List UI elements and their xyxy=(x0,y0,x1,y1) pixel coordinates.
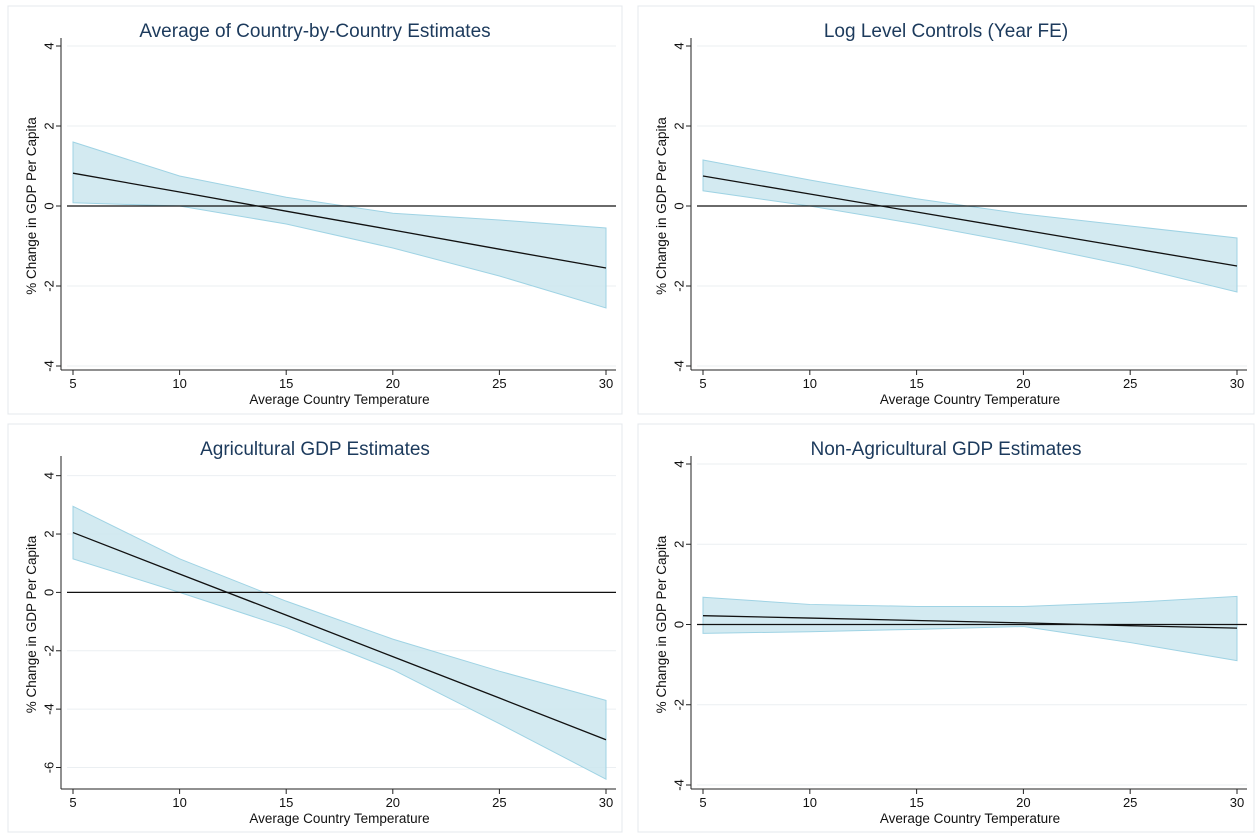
y-tick-label: 4 xyxy=(42,42,57,49)
y-tick-label: -6 xyxy=(42,762,57,774)
fitted-line xyxy=(702,175,1238,267)
x-tick-label: 30 xyxy=(1230,795,1244,810)
y-tick-label: -2 xyxy=(42,280,57,292)
y-tick-label: 2 xyxy=(42,530,57,537)
x-tick-label: 10 xyxy=(172,376,186,391)
x-tick-label: 5 xyxy=(69,376,76,391)
x-tick-label: 25 xyxy=(1123,376,1137,391)
x-tick-label: 5 xyxy=(699,795,706,810)
x-tick-label: 10 xyxy=(803,795,817,810)
x-tick-label: 30 xyxy=(599,376,613,391)
x-tick-label: 20 xyxy=(386,795,400,810)
y-axis-label: % Change in GDP Per Capita xyxy=(24,535,39,713)
panel-country-by-country: -4 -2 0 2 4 5 10 15 20 25 30 Average of Country-by-… xyxy=(7,5,623,415)
panel-log-level-controls: -4 -2 0 2 4 5 10 15 20 25 30 Log Level Controls (Ye… xyxy=(637,5,1255,415)
y-tick-label: 4 xyxy=(42,472,57,479)
y-tick-label: 4 xyxy=(672,460,687,467)
confidence-band xyxy=(702,595,1238,662)
y-axis-label: % Change in GDP Per Capita xyxy=(654,117,669,295)
x-axis-label: Average Country Temperature xyxy=(880,811,1060,826)
y-tick-label: 0 xyxy=(42,202,57,209)
y-tick-label: -4 xyxy=(672,779,687,791)
chart-title: Average of Country-by-Country Estimates xyxy=(139,21,490,42)
fitted-line xyxy=(72,172,607,269)
x-tick-label: 10 xyxy=(172,795,186,810)
y-tick-label: -2 xyxy=(42,645,57,657)
y-tick-label: 0 xyxy=(672,621,687,628)
panel-non-agricultural-gdp: -4 -2 0 2 4 5 10 15 20 25 30 Non-Agricultural GDP E… xyxy=(637,423,1255,833)
y-tick-label: -2 xyxy=(672,699,687,711)
y-tick-label: 0 xyxy=(42,589,57,596)
x-tick-label: 10 xyxy=(803,376,817,391)
y-axis-label: % Change in GDP Per Capita xyxy=(24,117,39,295)
y-tick-label: 2 xyxy=(42,122,57,129)
y-tick-label: 4 xyxy=(672,42,687,49)
y-tick-label: -2 xyxy=(672,280,687,292)
chart-title: Log Level Controls (Year FE) xyxy=(824,21,1068,42)
x-tick-label: 30 xyxy=(599,795,613,810)
y-tick-label: -4 xyxy=(42,703,57,715)
chart-title: Agricultural GDP Estimates xyxy=(200,439,430,460)
fitted-line xyxy=(72,531,607,741)
y-tick-label: 2 xyxy=(672,541,687,548)
x-tick-label: 5 xyxy=(69,795,76,810)
x-tick-label: 30 xyxy=(1230,376,1244,391)
fitted-line xyxy=(702,615,1238,629)
x-tick-label: 25 xyxy=(492,376,506,391)
x-axis-label: Average Country Temperature xyxy=(249,392,429,407)
x-tick-label: 15 xyxy=(909,795,923,810)
x-tick-label: 20 xyxy=(386,376,400,391)
x-tick-label: 25 xyxy=(492,795,506,810)
chart-title: Non-Agricultural GDP Estimates xyxy=(810,439,1081,460)
y-tick-label: -4 xyxy=(672,360,687,372)
panel-agricultural-gdp: -6 -4 -2 0 2 4 5 10 15 20 25 30 Agricultural GDP Est… xyxy=(7,423,623,833)
x-axis-label: Average Country Temperature xyxy=(249,811,429,826)
x-tick-label: 5 xyxy=(699,376,706,391)
y-axis-label: % Change in GDP Per Capita xyxy=(654,535,669,713)
x-tick-label: 15 xyxy=(279,376,293,391)
y-tick-label: 0 xyxy=(672,202,687,209)
y-tick-label: 2 xyxy=(672,122,687,129)
y-tick-label: -4 xyxy=(42,360,57,372)
x-tick-label: 15 xyxy=(279,795,293,810)
x-tick-label: 25 xyxy=(1123,795,1137,810)
x-tick-label: 20 xyxy=(1016,795,1030,810)
x-axis-label: Average Country Temperature xyxy=(880,392,1060,407)
x-tick-label: 20 xyxy=(1016,376,1030,391)
x-tick-label: 15 xyxy=(909,376,923,391)
